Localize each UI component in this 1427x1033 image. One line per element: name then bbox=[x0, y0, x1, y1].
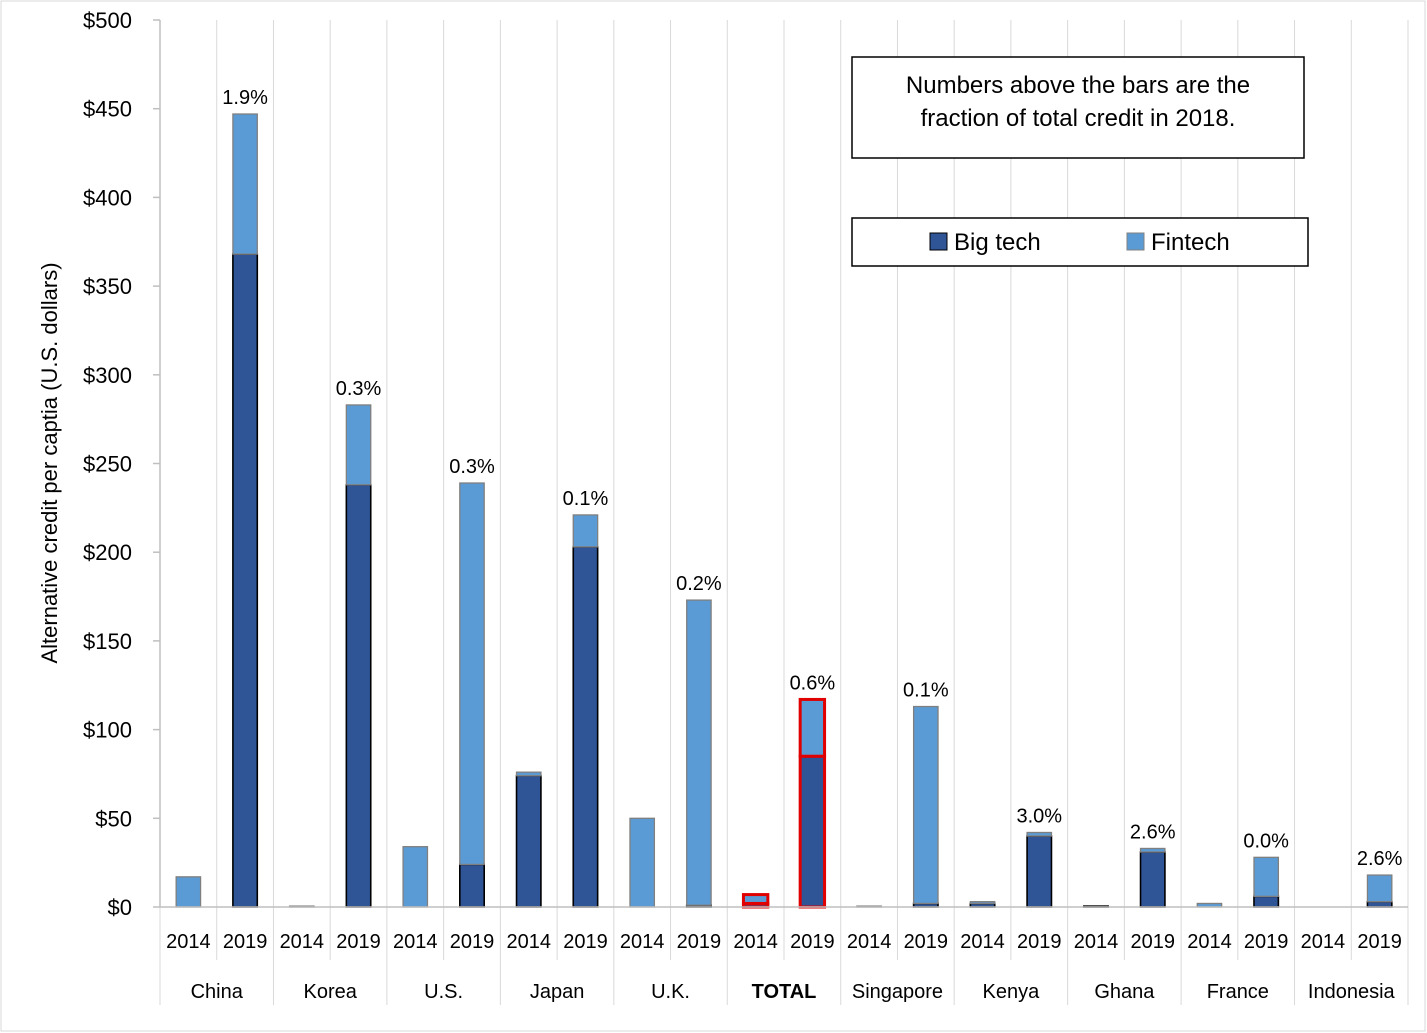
y-axis-title: Alternative credit per captia (U.S. doll… bbox=[37, 262, 62, 663]
note-box: Numbers above the bars are the fraction … bbox=[851, 56, 1305, 159]
bar-segment-fintech bbox=[798, 697, 827, 758]
bar-segment-fintech bbox=[1253, 856, 1280, 898]
x-year-label: 2019 bbox=[1017, 931, 1062, 953]
x-country-label: Indonesia bbox=[1308, 981, 1396, 1003]
legend-swatch-big-tech bbox=[929, 232, 948, 251]
bar-segment-fintech bbox=[572, 514, 599, 548]
legend-label-fintech: Fintech bbox=[1151, 229, 1230, 256]
note-line-1: Numbers above the bars are the bbox=[906, 72, 1250, 99]
x-year-label: 2014 bbox=[1187, 931, 1232, 953]
x-country-label: Ghana bbox=[1094, 981, 1155, 1003]
legend-label-big-tech: Big tech bbox=[954, 229, 1041, 256]
bars-layer bbox=[175, 113, 1393, 909]
x-country-label: Japan bbox=[530, 981, 585, 1003]
bar-segment-fintech bbox=[515, 771, 542, 777]
x-year-label: 2019 bbox=[1244, 931, 1289, 953]
y-tick-label: $450 bbox=[83, 97, 132, 122]
y-tick-label: $400 bbox=[83, 185, 132, 210]
x-year-label: 2019 bbox=[904, 931, 949, 953]
x-year-label: 2019 bbox=[677, 931, 722, 953]
bar-segment-fintech bbox=[741, 893, 770, 905]
bar-segment-big-tech bbox=[1253, 895, 1280, 908]
x-year-label: 2014 bbox=[1301, 931, 1346, 953]
bar-data-label: 2.6% bbox=[1357, 848, 1403, 870]
x-year-label: 2014 bbox=[1074, 931, 1119, 953]
axes-layer bbox=[153, 19, 1408, 908]
x-year-label: 2019 bbox=[563, 931, 608, 953]
bar-segment-fintech bbox=[1026, 831, 1053, 837]
x-year-label: 2019 bbox=[1130, 931, 1175, 953]
bar-segment-fintech bbox=[686, 599, 712, 906]
bar-segment-fintech bbox=[175, 876, 202, 908]
x-year-label: 2014 bbox=[960, 931, 1005, 953]
x-country-label: Singapore bbox=[852, 981, 943, 1003]
bar-data-label: 3.0% bbox=[1016, 805, 1062, 827]
x-country-label: U.K. bbox=[651, 981, 690, 1003]
bar-segment-fintech bbox=[345, 404, 372, 486]
bar-data-label: 0.1% bbox=[903, 680, 949, 702]
note-box-frame bbox=[851, 56, 1305, 159]
bar-segment-fintech bbox=[402, 846, 429, 908]
x-year-label: 2019 bbox=[450, 931, 495, 953]
x-year-label: 2019 bbox=[1357, 931, 1402, 953]
legend: Big tech Fintech bbox=[851, 217, 1309, 267]
bar-segment-big-tech bbox=[1366, 900, 1393, 908]
bar-segment-big-tech bbox=[1026, 835, 1053, 908]
bar-segment-fintech bbox=[1366, 874, 1393, 903]
bar-data-label: 0.1% bbox=[563, 488, 609, 510]
x-country-label: U.S. bbox=[424, 981, 463, 1003]
x-year-label: 2014 bbox=[393, 931, 438, 953]
bar-segment-fintech bbox=[629, 817, 656, 908]
y-tick-label: $350 bbox=[83, 274, 132, 299]
legend-frame bbox=[851, 217, 1309, 267]
bar-data-label: 1.9% bbox=[222, 87, 268, 109]
bar-data-label: 2.6% bbox=[1130, 821, 1176, 843]
legend-swatch-fintech bbox=[1126, 232, 1145, 251]
bar-segment-fintech bbox=[969, 901, 996, 905]
x-year-label: 2014 bbox=[506, 931, 551, 953]
x-country-label: Korea bbox=[303, 981, 357, 1003]
x-year-label: 2019 bbox=[336, 931, 381, 953]
x-country-label: China bbox=[191, 981, 244, 1003]
labels-layer: $0 $50 $100 $150 $200 $250 $300 $350 $400 $450 $50… bbox=[83, 8, 1403, 1003]
y-tick-label: $100 bbox=[83, 718, 132, 743]
bar-data-label: 0.3% bbox=[336, 378, 382, 400]
bar-segment-fintech bbox=[1139, 847, 1166, 853]
bar-segment-big-tech bbox=[1139, 851, 1166, 908]
bar-segment-fintech bbox=[459, 482, 485, 866]
y-tick-label: $0 bbox=[108, 895, 132, 920]
x-year-label: 2019 bbox=[223, 931, 268, 953]
y-tick-label: $200 bbox=[83, 540, 132, 565]
y-tick-label: $500 bbox=[83, 8, 132, 33]
bar-segment-big-tech bbox=[572, 546, 599, 908]
y-tick-label: $50 bbox=[95, 806, 132, 831]
x-year-label: 2014 bbox=[620, 931, 665, 953]
x-year-label: 2019 bbox=[790, 931, 835, 953]
bar-segment-big-tech bbox=[459, 863, 485, 908]
x-country-label: TOTAL bbox=[752, 981, 817, 1003]
bar-segment-big-tech bbox=[232, 253, 259, 908]
bar-segment-fintech bbox=[232, 113, 258, 255]
x-year-label: 2014 bbox=[166, 931, 211, 953]
x-country-label: Kenya bbox=[983, 981, 1041, 1003]
bar-segment-big-tech bbox=[345, 483, 372, 908]
note-line-2: fraction of total credit in 2018. bbox=[921, 105, 1236, 132]
y-tick-label: $250 bbox=[83, 452, 132, 477]
bar-segment-big-tech bbox=[515, 774, 542, 908]
x-year-label: 2014 bbox=[847, 931, 892, 953]
x-country-label: France bbox=[1207, 981, 1269, 1003]
bar-data-label: 0.6% bbox=[790, 672, 836, 694]
bar-segment-fintech bbox=[912, 705, 939, 905]
bar-data-label: 0.0% bbox=[1243, 830, 1289, 852]
bar-data-label: 0.3% bbox=[449, 456, 495, 478]
y-tick-label: $150 bbox=[83, 629, 132, 654]
bar-segment-big-tech bbox=[798, 754, 827, 909]
y-tick-label: $300 bbox=[83, 363, 132, 388]
bar-data-label: 0.2% bbox=[676, 573, 722, 595]
x-year-label: 2014 bbox=[280, 931, 325, 953]
x-year-label: 2014 bbox=[733, 931, 778, 953]
